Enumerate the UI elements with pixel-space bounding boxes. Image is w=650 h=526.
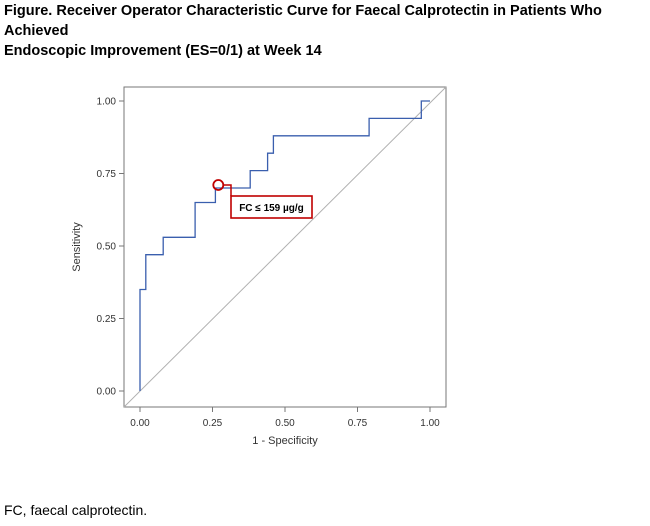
y-tick-label: 0.25	[97, 314, 117, 325]
x-tick-label: 0.75	[348, 418, 368, 429]
figure-title: Figure. Receiver Operator Characteristic…	[4, 1, 644, 61]
x-tick-label: 1.00	[420, 418, 440, 429]
y-axis-label: Sensitivity	[71, 222, 83, 272]
x-axis-label: 1 - Specificity	[252, 435, 318, 447]
x-tick-label: 0.50	[275, 418, 295, 429]
y-tick-label: 0.75	[97, 169, 117, 180]
annotation-box	[230, 195, 313, 219]
reference-line	[123, 86, 447, 408]
figure-title-line-1: Figure. Receiver Operator Characteristic…	[4, 3, 602, 39]
x-tick-label: 0.25	[203, 418, 223, 429]
y-tick-label: 0.00	[97, 387, 117, 398]
annotation-label: FC ≤ 159 µg/g	[239, 203, 304, 214]
footnote: FC, faecal calprotectin.	[4, 502, 148, 518]
y-tick-label: 1.00	[97, 97, 117, 108]
annotation-connector	[223, 184, 232, 196]
x-tick-label: 0.00	[130, 418, 150, 429]
y-tick-label: 0.50	[97, 242, 117, 253]
roc-curve	[139, 100, 430, 391]
figure-title-line-2: Endoscopic Improvement (ES=0/1) at Week …	[4, 43, 322, 59]
